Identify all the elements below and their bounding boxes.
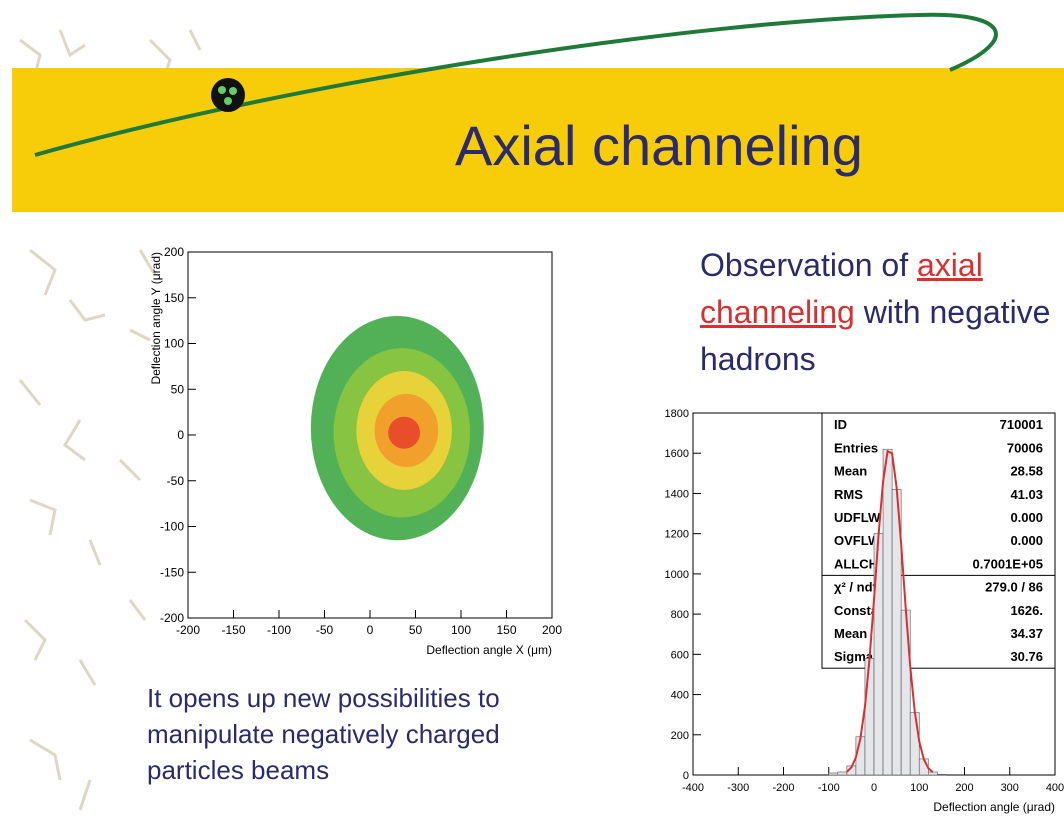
observation-text: Observation of	[700, 247, 908, 283]
x-tick-label: -100	[267, 623, 291, 637]
note-line: particles beams	[147, 752, 500, 788]
y-tick-label: 400	[671, 690, 689, 702]
x-tick-label: -200	[176, 623, 200, 637]
histogram-bar	[838, 772, 847, 775]
y-tick-label: 800	[671, 609, 689, 621]
stats-label: ID	[834, 417, 847, 432]
x-tick-label: 0	[367, 623, 374, 637]
histogram-bar	[937, 774, 946, 775]
x-tick-label: -150	[221, 623, 245, 637]
y-tick-label: 150	[164, 291, 184, 305]
stats-value: 70006	[1007, 440, 1043, 455]
y-tick-label: 0	[683, 770, 689, 782]
stats-label: Mean	[834, 626, 867, 641]
stats-label: Mean	[834, 464, 867, 479]
stats-label: RMS	[834, 487, 863, 502]
stats-value: 34.37	[1010, 626, 1043, 641]
y-tick-label: -200	[160, 611, 184, 625]
x-tick-label: 100	[451, 623, 471, 637]
y-tick-label: 1600	[665, 448, 689, 460]
stats-value: 710001	[1000, 417, 1043, 432]
note-line: It opens up new possibilities to	[147, 680, 500, 716]
y-tick-label: -100	[160, 520, 184, 534]
y-tick-label: -50	[167, 474, 185, 488]
y-tick-label: 1200	[665, 529, 689, 541]
histogram-bar	[865, 658, 874, 775]
x-tick-label: -50	[316, 623, 334, 637]
y-tick-label: 0	[177, 428, 184, 442]
title: Axial channeling	[455, 114, 863, 177]
histogram-bar	[883, 449, 892, 775]
x-tick-label: 100	[910, 782, 928, 794]
x-tick-label: -400	[682, 782, 704, 794]
note-line: manipulate negatively charged	[147, 716, 500, 752]
stats-label: Entries	[834, 440, 878, 455]
slide: Axial channeling -200 -150 -100 -50 0 50 100 15…	[0, 0, 1064, 838]
x-tick-label: -300	[727, 782, 749, 794]
stats-value: 0.000	[1010, 510, 1043, 525]
x-tick-label: 200	[955, 782, 973, 794]
y-tick-label: 1800	[665, 408, 689, 420]
y-tick-label: 200	[164, 245, 184, 259]
y-tick-label: 100	[164, 337, 184, 351]
histogram-bar	[829, 773, 838, 775]
y-tick-label: 1400	[665, 488, 689, 500]
histogram-bar	[910, 713, 919, 775]
stats-value: 28.58	[1010, 464, 1043, 479]
x-tick-label: 50	[409, 623, 423, 637]
stats-label: UDFLW	[834, 510, 881, 525]
x-tick-label: -100	[818, 782, 840, 794]
stats-value: 1626.	[1010, 603, 1043, 618]
density-region	[388, 417, 420, 449]
x-tick-label: 0	[871, 782, 877, 794]
y-axis-label: Deflection angle Y (μrad)	[149, 252, 163, 385]
stats-value: 30.76	[1010, 649, 1043, 664]
y-tick-label: 200	[671, 730, 689, 742]
particle	[211, 78, 245, 112]
histogram-bar	[928, 772, 937, 775]
y-tick-label: 1000	[665, 569, 689, 581]
y-tick-label: -150	[160, 565, 184, 579]
stats-value: 0.000	[1010, 533, 1043, 548]
y-tick-label: 50	[171, 382, 185, 396]
stats-value: 279.0 / 86	[985, 580, 1043, 595]
x-axis-label: Deflection angle (μrad)	[933, 800, 1055, 814]
y-tick-label: 600	[671, 649, 689, 661]
stats-label: χ² / ndf	[834, 580, 878, 595]
x-axis-label: Deflection angle X (μm)	[426, 643, 552, 657]
x-tick-label: 200	[542, 623, 562, 637]
stats-value: 41.03	[1010, 487, 1043, 502]
stats-value: 0.7001E+05	[973, 556, 1043, 571]
x-tick-label: 400	[1046, 782, 1064, 794]
x-tick-label: 150	[496, 623, 516, 637]
observation: Observation of axial channeling with neg…	[700, 242, 1060, 383]
x-tick-label: -200	[772, 782, 794, 794]
histogram-bar	[901, 610, 910, 775]
x-tick-label: 300	[1001, 782, 1019, 794]
